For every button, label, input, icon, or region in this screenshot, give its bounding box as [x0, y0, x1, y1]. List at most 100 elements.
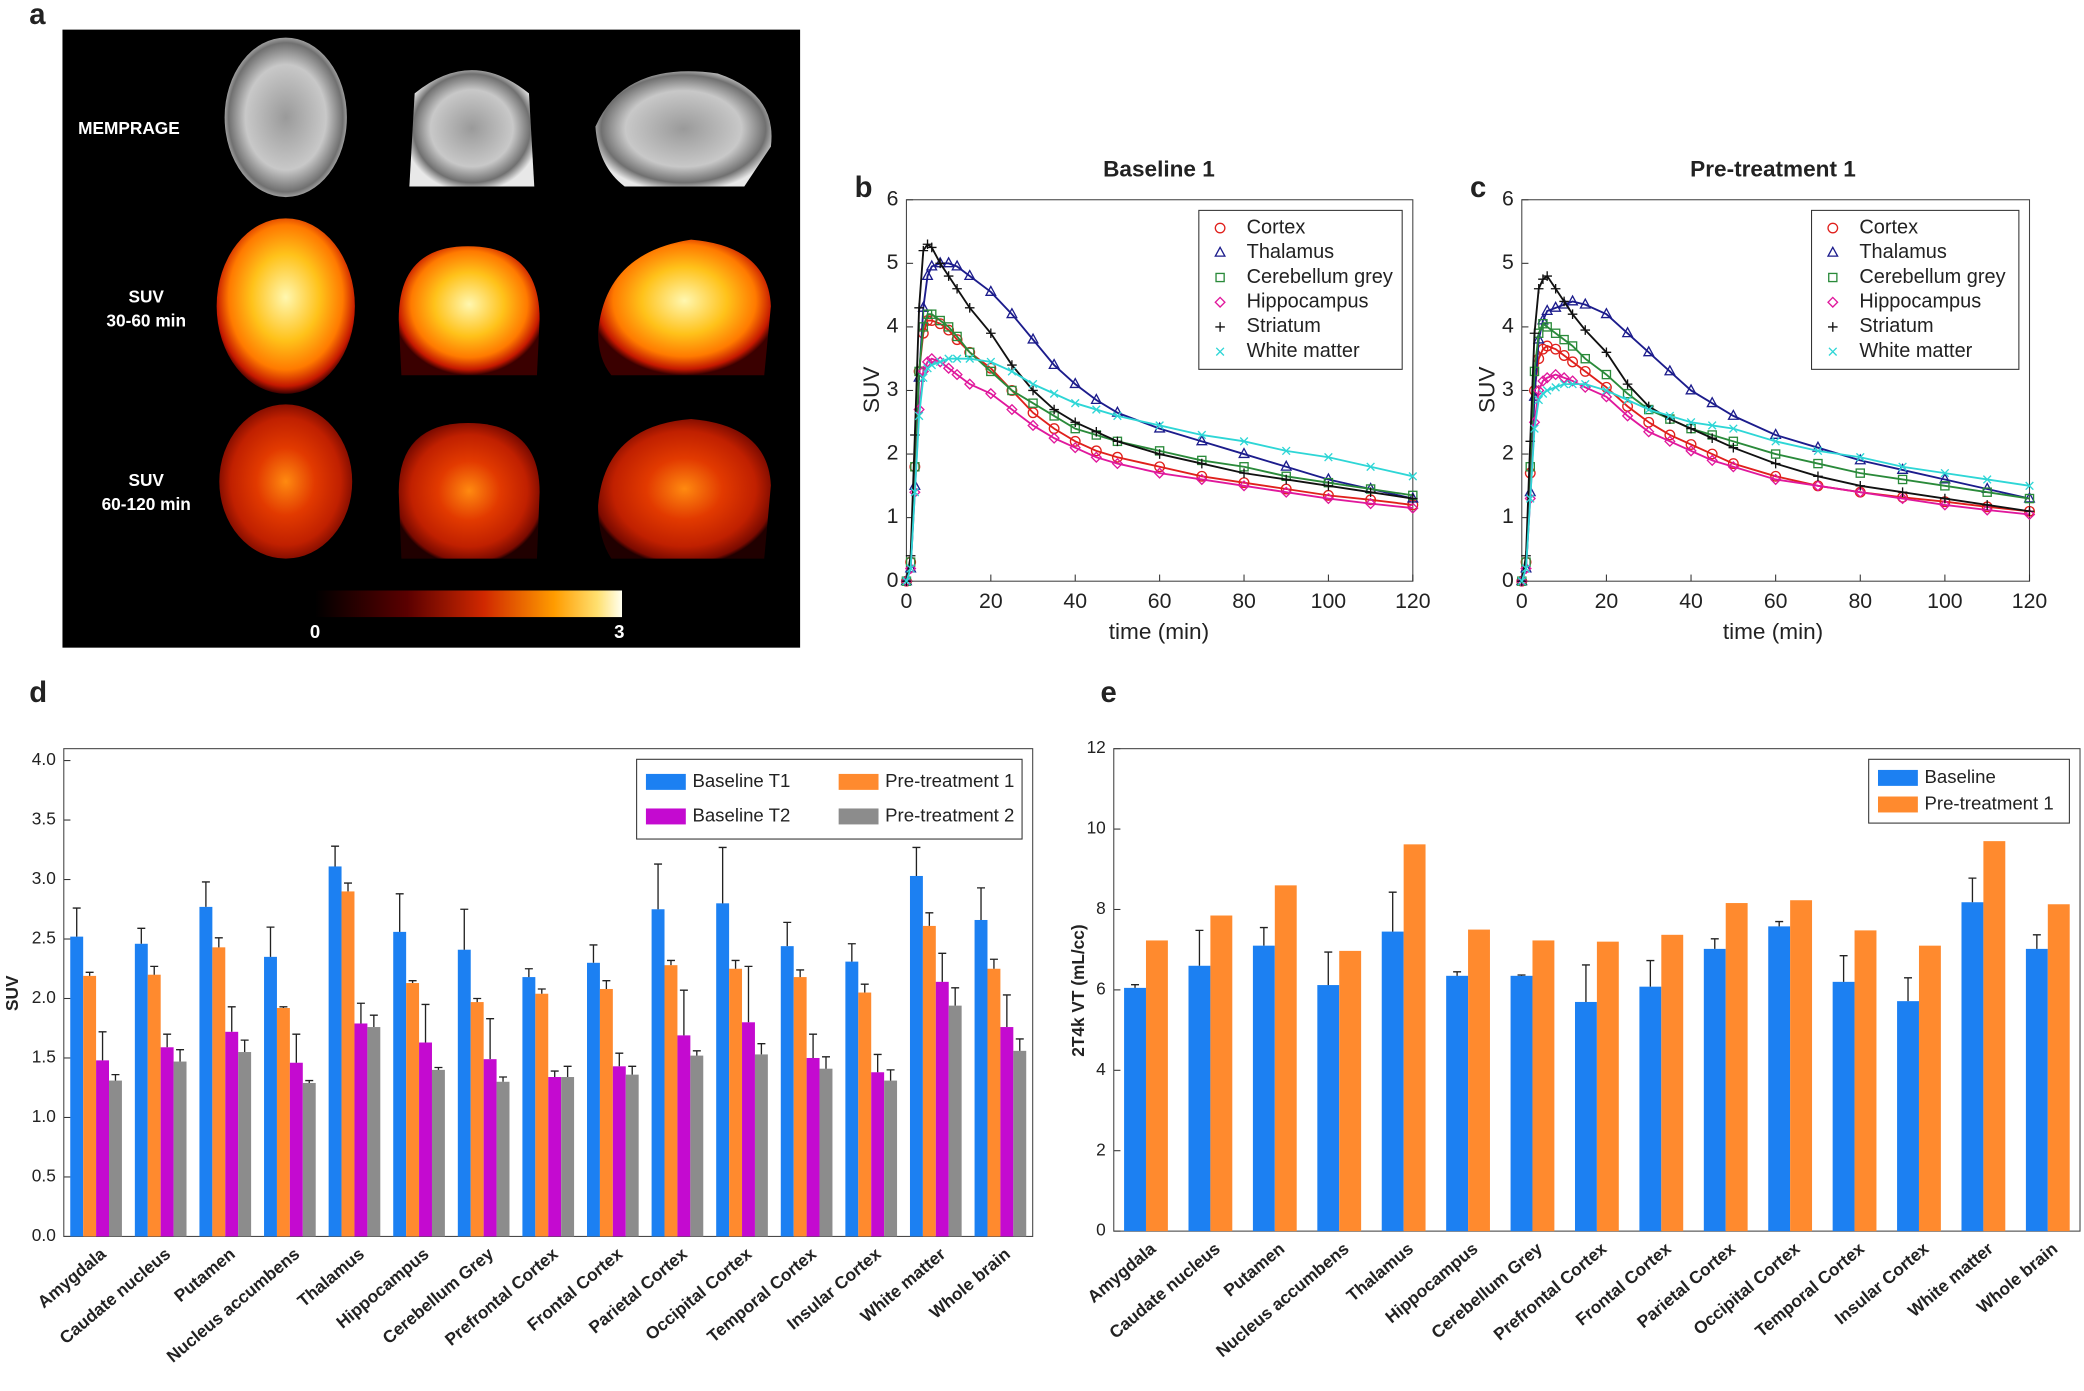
bar [599, 988, 613, 1237]
marker [1580, 325, 1591, 335]
bar [1468, 929, 1490, 1232]
error-bar [977, 887, 986, 920]
y-tick-label: 4 [887, 314, 899, 338]
bar [160, 1047, 174, 1237]
x-tick-label: 80 [1848, 589, 1872, 613]
pet-axial [216, 218, 355, 394]
bar [1188, 965, 1211, 1232]
error-bar [886, 1069, 895, 1081]
marker [1366, 462, 1375, 472]
mri-sagittal [595, 71, 772, 187]
error-bar [408, 979, 417, 984]
marker [1568, 379, 1577, 389]
marker [951, 368, 963, 381]
legend-box [1811, 209, 2020, 370]
marker [984, 285, 997, 296]
bar [819, 1068, 833, 1237]
bar [1317, 985, 1340, 1232]
error-bar [783, 921, 792, 947]
marker [1364, 497, 1377, 510]
error-bar [744, 965, 753, 1023]
marker [1280, 459, 1293, 471]
y-tick-label: 6 [1096, 978, 1106, 998]
error-bar [292, 1033, 301, 1063]
bar [780, 946, 794, 1237]
marker [1813, 446, 1823, 456]
marker [952, 354, 962, 363]
marker [943, 271, 954, 281]
marker [1408, 493, 1418, 504]
bar [522, 977, 536, 1237]
error-bar [72, 907, 81, 937]
y-tick-label: 1 [1502, 504, 1514, 528]
marker [1155, 421, 1164, 430]
marker [1855, 452, 1865, 462]
marker [1323, 481, 1334, 491]
marker [1769, 473, 1782, 486]
error-bar [809, 1033, 818, 1058]
marker [1566, 294, 1579, 306]
y-tick-label: 3 [887, 377, 899, 401]
marker [1664, 435, 1676, 448]
error-bar [860, 983, 869, 993]
marker [918, 245, 929, 256]
y-tick-label: 5 [1502, 250, 1514, 274]
bar [1574, 1001, 1597, 1232]
fit-line [905, 357, 1414, 582]
marker [919, 373, 928, 383]
error-bar [1453, 971, 1462, 976]
y-tick-label: 2.0 [32, 987, 56, 1007]
bar [457, 949, 471, 1237]
bar [625, 1074, 639, 1237]
error-bar [666, 959, 675, 966]
x-tick-label: 40 [1679, 589, 1703, 613]
marker [1707, 433, 1717, 443]
marker [1981, 504, 1993, 516]
x-tick-label: 60 [1148, 589, 1172, 613]
marker [1685, 445, 1697, 457]
y-tick-label: 2 [1502, 441, 1514, 465]
marker [1897, 474, 1908, 485]
bar [1210, 915, 1233, 1232]
legend-label: Thalamus [1859, 241, 1947, 263]
error-bar [98, 1031, 107, 1061]
marker [927, 309, 937, 319]
marker [2025, 481, 2034, 491]
marker [2024, 493, 2035, 504]
error-bar [1517, 974, 1526, 976]
marker [1542, 322, 1552, 332]
error-bar [563, 1065, 572, 1078]
y-tick-label: 2.5 [32, 928, 56, 948]
y-tick-label: 3 [1502, 377, 1514, 401]
marker [926, 242, 937, 253]
mri-axial [224, 37, 347, 198]
marker [1896, 492, 1909, 505]
marker [1982, 500, 1992, 510]
bar [1639, 986, 1662, 1232]
colorbar-tick-label: 0 [310, 621, 320, 642]
marker [1728, 442, 1739, 453]
marker [1727, 461, 1740, 473]
marker [1770, 449, 1781, 459]
error-bar [137, 927, 146, 944]
legend-swatch [645, 808, 686, 825]
error-bar [679, 989, 688, 1036]
bar [147, 974, 161, 1237]
legend-label: Pre-treatment 2 [885, 804, 1014, 825]
marker [1195, 434, 1208, 446]
bar [276, 1008, 290, 1237]
colorbar [314, 590, 623, 618]
marker [1091, 427, 1102, 437]
error-bar [227, 1006, 236, 1032]
fit-line [1520, 373, 2030, 582]
marker [1601, 347, 1612, 358]
x-tick-label: Caudate nucleus [1105, 1238, 1224, 1342]
error-bar [344, 882, 352, 892]
legend-label: Thalamus [1247, 241, 1335, 263]
marker [1537, 375, 1549, 387]
marker [1407, 502, 1419, 514]
bar [264, 956, 277, 1237]
x-axis-label: time (min) [1109, 619, 1209, 644]
marker [1533, 283, 1544, 294]
y-tick-label: 4.0 [32, 749, 56, 769]
